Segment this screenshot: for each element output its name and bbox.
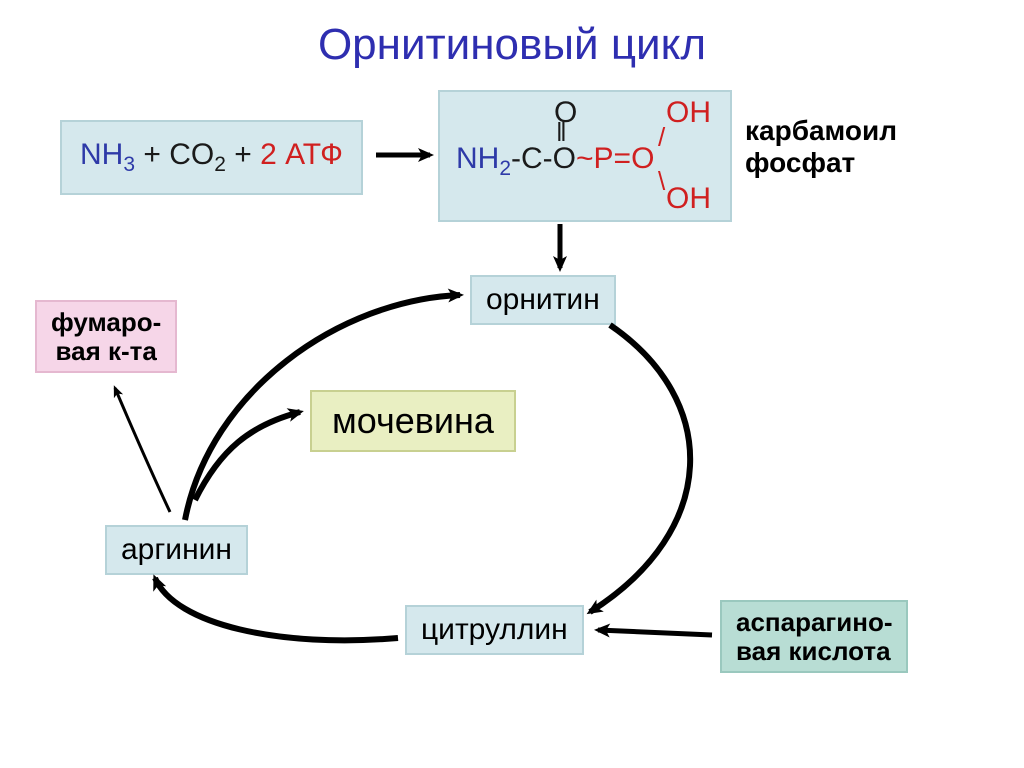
- arrow-citrulline-arginine: [155, 578, 398, 640]
- arrows-layer: [0, 0, 1024, 768]
- arrow-arginine-urea: [195, 412, 300, 500]
- arrow-ornithine-citrulline: [590, 325, 690, 612]
- arrow-arginine-ornithine: [185, 295, 460, 520]
- arrow-aspartate-citrulline: [598, 630, 712, 635]
- arrow-to-fumarate: [115, 388, 170, 512]
